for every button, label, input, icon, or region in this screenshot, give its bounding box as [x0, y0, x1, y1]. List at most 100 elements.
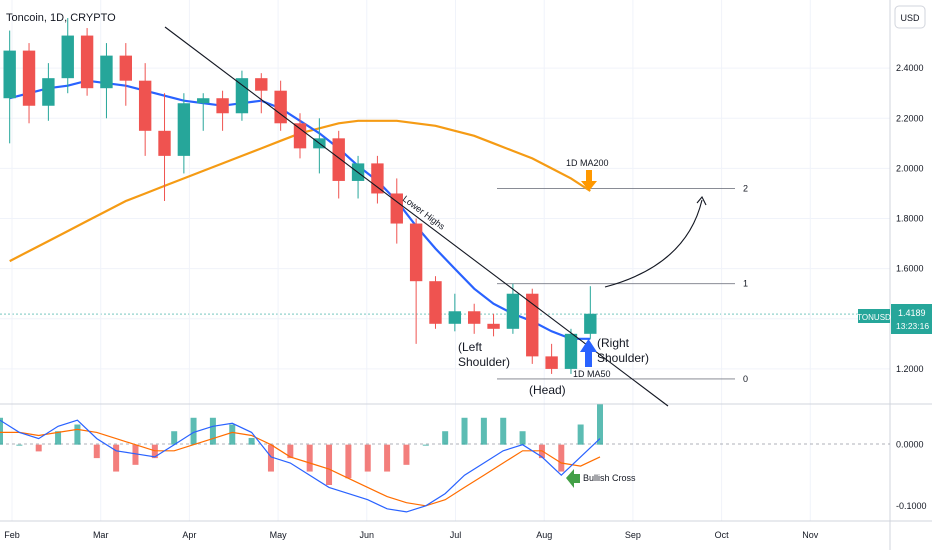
left-shoulder-label-1: (Left — [458, 340, 483, 354]
macd-axis[interactable]: 0.0000 -0.1000 — [896, 440, 927, 511]
histogram-bar — [190, 417, 197, 445]
ma50-label: 1D MA50 — [573, 369, 611, 379]
histogram-bar — [326, 444, 333, 485]
candle-body[interactable] — [274, 90, 287, 124]
histogram-bar — [384, 444, 391, 472]
time-tick-label: Apr — [182, 530, 196, 540]
candle-body[interactable] — [390, 193, 403, 224]
histogram-bar — [422, 444, 429, 446]
histogram-bar — [248, 437, 255, 445]
candle-body[interactable] — [100, 55, 113, 89]
histogram-bar — [306, 444, 313, 472]
candle-body[interactable] — [584, 313, 597, 334]
histogram-bar — [209, 417, 216, 445]
candle-body[interactable] — [61, 35, 74, 79]
histogram-bar — [577, 424, 584, 445]
histogram-bar — [0, 417, 3, 445]
currency-button[interactable] — [894, 5, 926, 29]
histogram-bar — [229, 424, 236, 445]
histogram-bar — [113, 444, 120, 472]
price-tick-label: 1.6000 — [896, 264, 924, 274]
candle-body[interactable] — [564, 333, 578, 369]
candle-body[interactable] — [487, 323, 500, 329]
candle-body[interactable] — [506, 293, 520, 329]
head-label: (Head) — [529, 383, 566, 397]
price-value: 1.4189 — [898, 308, 926, 318]
ticker-label: TONUSD — [857, 313, 891, 322]
price-tick-label: 1.2000 — [896, 364, 924, 374]
candle-body[interactable] — [42, 78, 55, 106]
ma200-label: 1D MA200 — [566, 158, 609, 168]
price-tick-label: 1.8000 — [896, 214, 924, 224]
histogram-bar — [500, 417, 507, 445]
histogram-bar — [403, 444, 410, 465]
arrow-left-icon — [566, 469, 580, 488]
histogram-bar — [55, 431, 62, 445]
time-tick-label: Mar — [93, 530, 109, 540]
time-tick-label: Aug — [536, 530, 552, 540]
candle-body[interactable] — [216, 98, 229, 114]
right-shoulder-label-2: Shoulder) — [597, 351, 649, 365]
histogram-bar — [267, 444, 274, 472]
arrow-down-icon — [581, 170, 597, 191]
price-grid — [0, 67, 890, 370]
price-tick-label: 2.0000 — [896, 163, 924, 173]
lower-highs-trendline[interactable] — [164, 26, 669, 407]
time-tick-label: Sep — [625, 530, 641, 540]
histogram-bar — [74, 424, 81, 445]
macd-line[interactable] — [0, 419, 601, 513]
candle-body[interactable] — [177, 103, 191, 156]
candle-body[interactable] — [448, 311, 462, 324]
candle-body[interactable] — [119, 55, 132, 81]
price-tick-label: 2.4000 — [896, 63, 924, 73]
time-tick-label: Nov — [802, 530, 819, 540]
candle-body[interactable] — [158, 130, 171, 156]
level-label: 0 — [743, 374, 748, 384]
candle-body[interactable] — [22, 50, 36, 106]
macd-signal-line[interactable] — [0, 428, 601, 507]
arrow-up-icon — [580, 339, 597, 367]
histogram-bar — [461, 417, 468, 445]
histogram-bar — [93, 444, 100, 459]
candle-body[interactable] — [197, 98, 210, 104]
symbol-title: Toncoin, 1D, CRYPTO — [6, 12, 116, 24]
candle-body[interactable] — [138, 80, 152, 131]
candle-body[interactable] — [255, 78, 268, 91]
time-tick-label: Jun — [360, 530, 375, 540]
histogram-bar — [442, 431, 449, 445]
countdown-value: 13:23:16 — [896, 321, 929, 331]
candle-body[interactable] — [293, 123, 307, 149]
candle-body[interactable] — [468, 311, 481, 324]
histogram-bar — [16, 444, 23, 446]
time-axis[interactable]: Feb Mar Apr May Jun Jul Aug Sep Oct Nov — [4, 530, 819, 540]
candle-body[interactable] — [409, 223, 423, 282]
histogram-bar — [364, 444, 371, 472]
projection-curve[interactable] — [604, 199, 703, 288]
histogram-bar — [519, 431, 526, 445]
histogram-bar — [35, 444, 42, 452]
time-tick-label: Oct — [715, 530, 730, 540]
price-tick-label: 2.2000 — [896, 113, 924, 123]
histogram-bar — [345, 444, 352, 479]
macd-histogram[interactable] — [0, 404, 603, 485]
candle-body[interactable] — [526, 293, 539, 357]
price-badge — [891, 304, 932, 334]
candle-body[interactable] — [371, 163, 384, 194]
candle-body[interactable] — [235, 78, 249, 114]
candle-body[interactable] — [80, 35, 94, 89]
histogram-bar — [597, 404, 603, 445]
histogram-bar — [132, 444, 139, 465]
candle-body[interactable] — [429, 281, 442, 324]
projection-arrowhead-icon — [696, 196, 707, 206]
time-tick-label: Jul — [450, 530, 462, 540]
level-label: 2 — [743, 183, 748, 193]
histogram-bar — [287, 444, 294, 459]
candle-body[interactable] — [332, 138, 345, 181]
candles-group[interactable] — [3, 18, 597, 374]
macd-tick-label: -0.1000 — [896, 501, 927, 511]
right-shoulder-label-1: (Right — [597, 336, 630, 350]
candle-body[interactable] — [545, 356, 558, 369]
candle-body[interactable] — [3, 50, 16, 99]
